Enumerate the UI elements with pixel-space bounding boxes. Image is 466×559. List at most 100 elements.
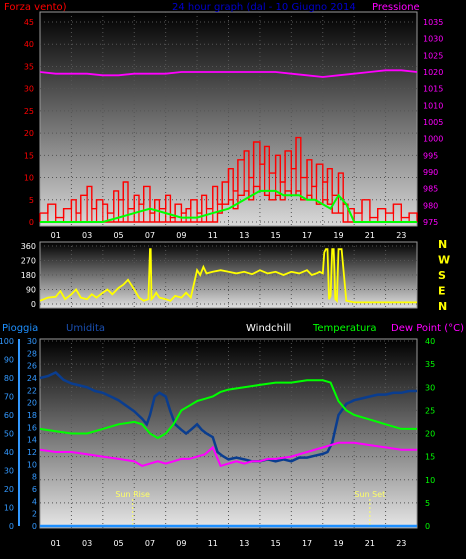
humidity-tick-label: 24 bbox=[27, 374, 37, 383]
x-tick-label: 05 bbox=[113, 231, 123, 240]
pressure-tick-label: 1010 bbox=[423, 101, 443, 110]
panel-temperature-ticks: 0510152025303540010203040506070809010002… bbox=[0, 337, 435, 548]
x-tick-label: 05 bbox=[113, 539, 123, 548]
chart-title: 24 hour graph (dal - 10 Giugno 2014 bbox=[172, 2, 356, 13]
series-wind-direction bbox=[39, 248, 417, 304]
pressure-tick-label: 990 bbox=[423, 168, 438, 177]
x-tick-label: 23 bbox=[396, 231, 406, 240]
x-tick-label: 01 bbox=[51, 539, 61, 548]
rain-tick-label: 0 bbox=[9, 522, 14, 531]
pressure-tick-label: 1000 bbox=[423, 135, 443, 144]
wind-tick-label: 30 bbox=[24, 85, 34, 94]
series-dew-point bbox=[39, 441, 417, 468]
x-tick-label: 03 bbox=[82, 231, 92, 240]
x-tick-label: 07 bbox=[145, 231, 155, 240]
temperature-tick-label: 10 bbox=[425, 476, 435, 485]
pressure-axis-label: Pressione bbox=[372, 2, 420, 13]
humidity-tick-label: 2 bbox=[32, 510, 37, 519]
humidity-tick-label: 0 bbox=[32, 522, 37, 531]
pressure-tick-label: 975 bbox=[423, 218, 438, 227]
humidity-tick-label: 4 bbox=[32, 497, 37, 506]
panel-wind-pressure-marks bbox=[39, 69, 418, 223]
legend-temperatura: Temperatura bbox=[312, 323, 377, 334]
x-tick-label: 01 bbox=[51, 231, 61, 240]
temperature-tick-label: 35 bbox=[425, 360, 435, 369]
temperature-tick-label: 5 bbox=[425, 499, 430, 508]
humidity-tick-label: 12 bbox=[27, 448, 37, 457]
pressure-tick-label: 1005 bbox=[423, 118, 443, 127]
temperature-tick-label: 0 bbox=[425, 522, 430, 531]
x-tick-label: 17 bbox=[302, 231, 312, 240]
direction-tick-label: 360 bbox=[21, 242, 36, 251]
humidity-tick-label: 30 bbox=[27, 337, 37, 346]
legend-dewpoint: Dew Point (°C) bbox=[391, 323, 464, 334]
rain-tick-label: 80 bbox=[4, 374, 14, 383]
legend-pioggia: Pioggia bbox=[2, 323, 38, 334]
x-tick-label: 09 bbox=[176, 231, 186, 240]
pressure-tick-label: 1020 bbox=[423, 68, 443, 77]
wind-tick-label: 20 bbox=[24, 129, 34, 138]
pressure-tick-label: 980 bbox=[423, 201, 438, 210]
wind-tick-label: 5 bbox=[29, 196, 34, 205]
x-tick-label: 21 bbox=[365, 231, 375, 240]
x-tick-label: 03 bbox=[82, 539, 92, 548]
series-pressure bbox=[39, 69, 418, 78]
x-tick-label: 09 bbox=[176, 539, 186, 548]
wind-tick-label: 45 bbox=[24, 18, 34, 27]
humidity-tick-label: 10 bbox=[27, 460, 37, 469]
x-tick-label: 21 bbox=[365, 539, 375, 548]
wind-tick-label: 10 bbox=[24, 174, 34, 183]
pressure-tick-label: 1015 bbox=[423, 85, 443, 94]
x-tick-label: 23 bbox=[396, 539, 406, 548]
wind-axis-label: Forza vento) bbox=[4, 2, 67, 13]
direction-tick-label: 270 bbox=[21, 257, 36, 266]
wind-tick-label: 40 bbox=[24, 40, 34, 49]
series-temperature bbox=[39, 379, 417, 440]
rain-tick-label: 50 bbox=[4, 430, 14, 439]
humidity-tick-label: 6 bbox=[32, 485, 37, 494]
rain-tick-label: 20 bbox=[4, 485, 14, 494]
wind-tick-label: 25 bbox=[24, 107, 34, 116]
temperature-tick-label: 15 bbox=[425, 453, 435, 462]
legend-windchill: Windchill bbox=[246, 323, 291, 334]
series-wind-average bbox=[40, 189, 417, 223]
wind-tick-label: 0 bbox=[29, 218, 34, 227]
pressure-tick-label: 985 bbox=[423, 185, 438, 194]
rain-tick-label: 60 bbox=[4, 411, 14, 420]
panel-direction-grid bbox=[40, 242, 417, 308]
humidity-tick-label: 16 bbox=[27, 423, 37, 432]
direction-tick-label: 90 bbox=[26, 286, 36, 295]
sun-annotation: Sun Rise bbox=[115, 490, 150, 499]
panel-wind-pressure-ticks: 0510152025303540459759809859909951000100… bbox=[24, 18, 444, 240]
rain-tick-label: 30 bbox=[4, 467, 14, 476]
compass-label: N bbox=[438, 238, 447, 251]
x-tick-label: 17 bbox=[302, 539, 312, 548]
wind-tick-label: 15 bbox=[24, 151, 34, 160]
temperature-tick-label: 25 bbox=[425, 406, 435, 415]
x-tick-label: 19 bbox=[333, 539, 343, 548]
x-tick-label: 07 bbox=[145, 539, 155, 548]
pressure-tick-label: 1035 bbox=[423, 18, 443, 27]
series-humidity bbox=[39, 371, 417, 463]
x-tick-label: 15 bbox=[271, 231, 281, 240]
x-tick-label: 19 bbox=[333, 231, 343, 240]
direction-tick-label: 0 bbox=[31, 300, 36, 309]
compass-label: N bbox=[438, 300, 447, 313]
humidity-tick-label: 8 bbox=[32, 473, 37, 482]
x-tick-label: 11 bbox=[208, 539, 218, 548]
panel-direction-marks bbox=[39, 248, 417, 304]
rain-tick-label: 90 bbox=[4, 356, 14, 365]
sun-annotation: Sun Set bbox=[354, 490, 385, 499]
x-tick-label: 11 bbox=[208, 231, 218, 240]
compass-label: S bbox=[438, 269, 446, 282]
temperature-tick-label: 30 bbox=[425, 383, 435, 392]
humidity-tick-label: 26 bbox=[27, 362, 37, 371]
humidity-tick-label: 22 bbox=[27, 386, 37, 395]
pressure-tick-label: 995 bbox=[423, 151, 438, 160]
compass-label: W bbox=[438, 254, 450, 267]
direction-tick-label: 180 bbox=[21, 271, 36, 280]
rain-tick-label: 10 bbox=[4, 504, 14, 513]
